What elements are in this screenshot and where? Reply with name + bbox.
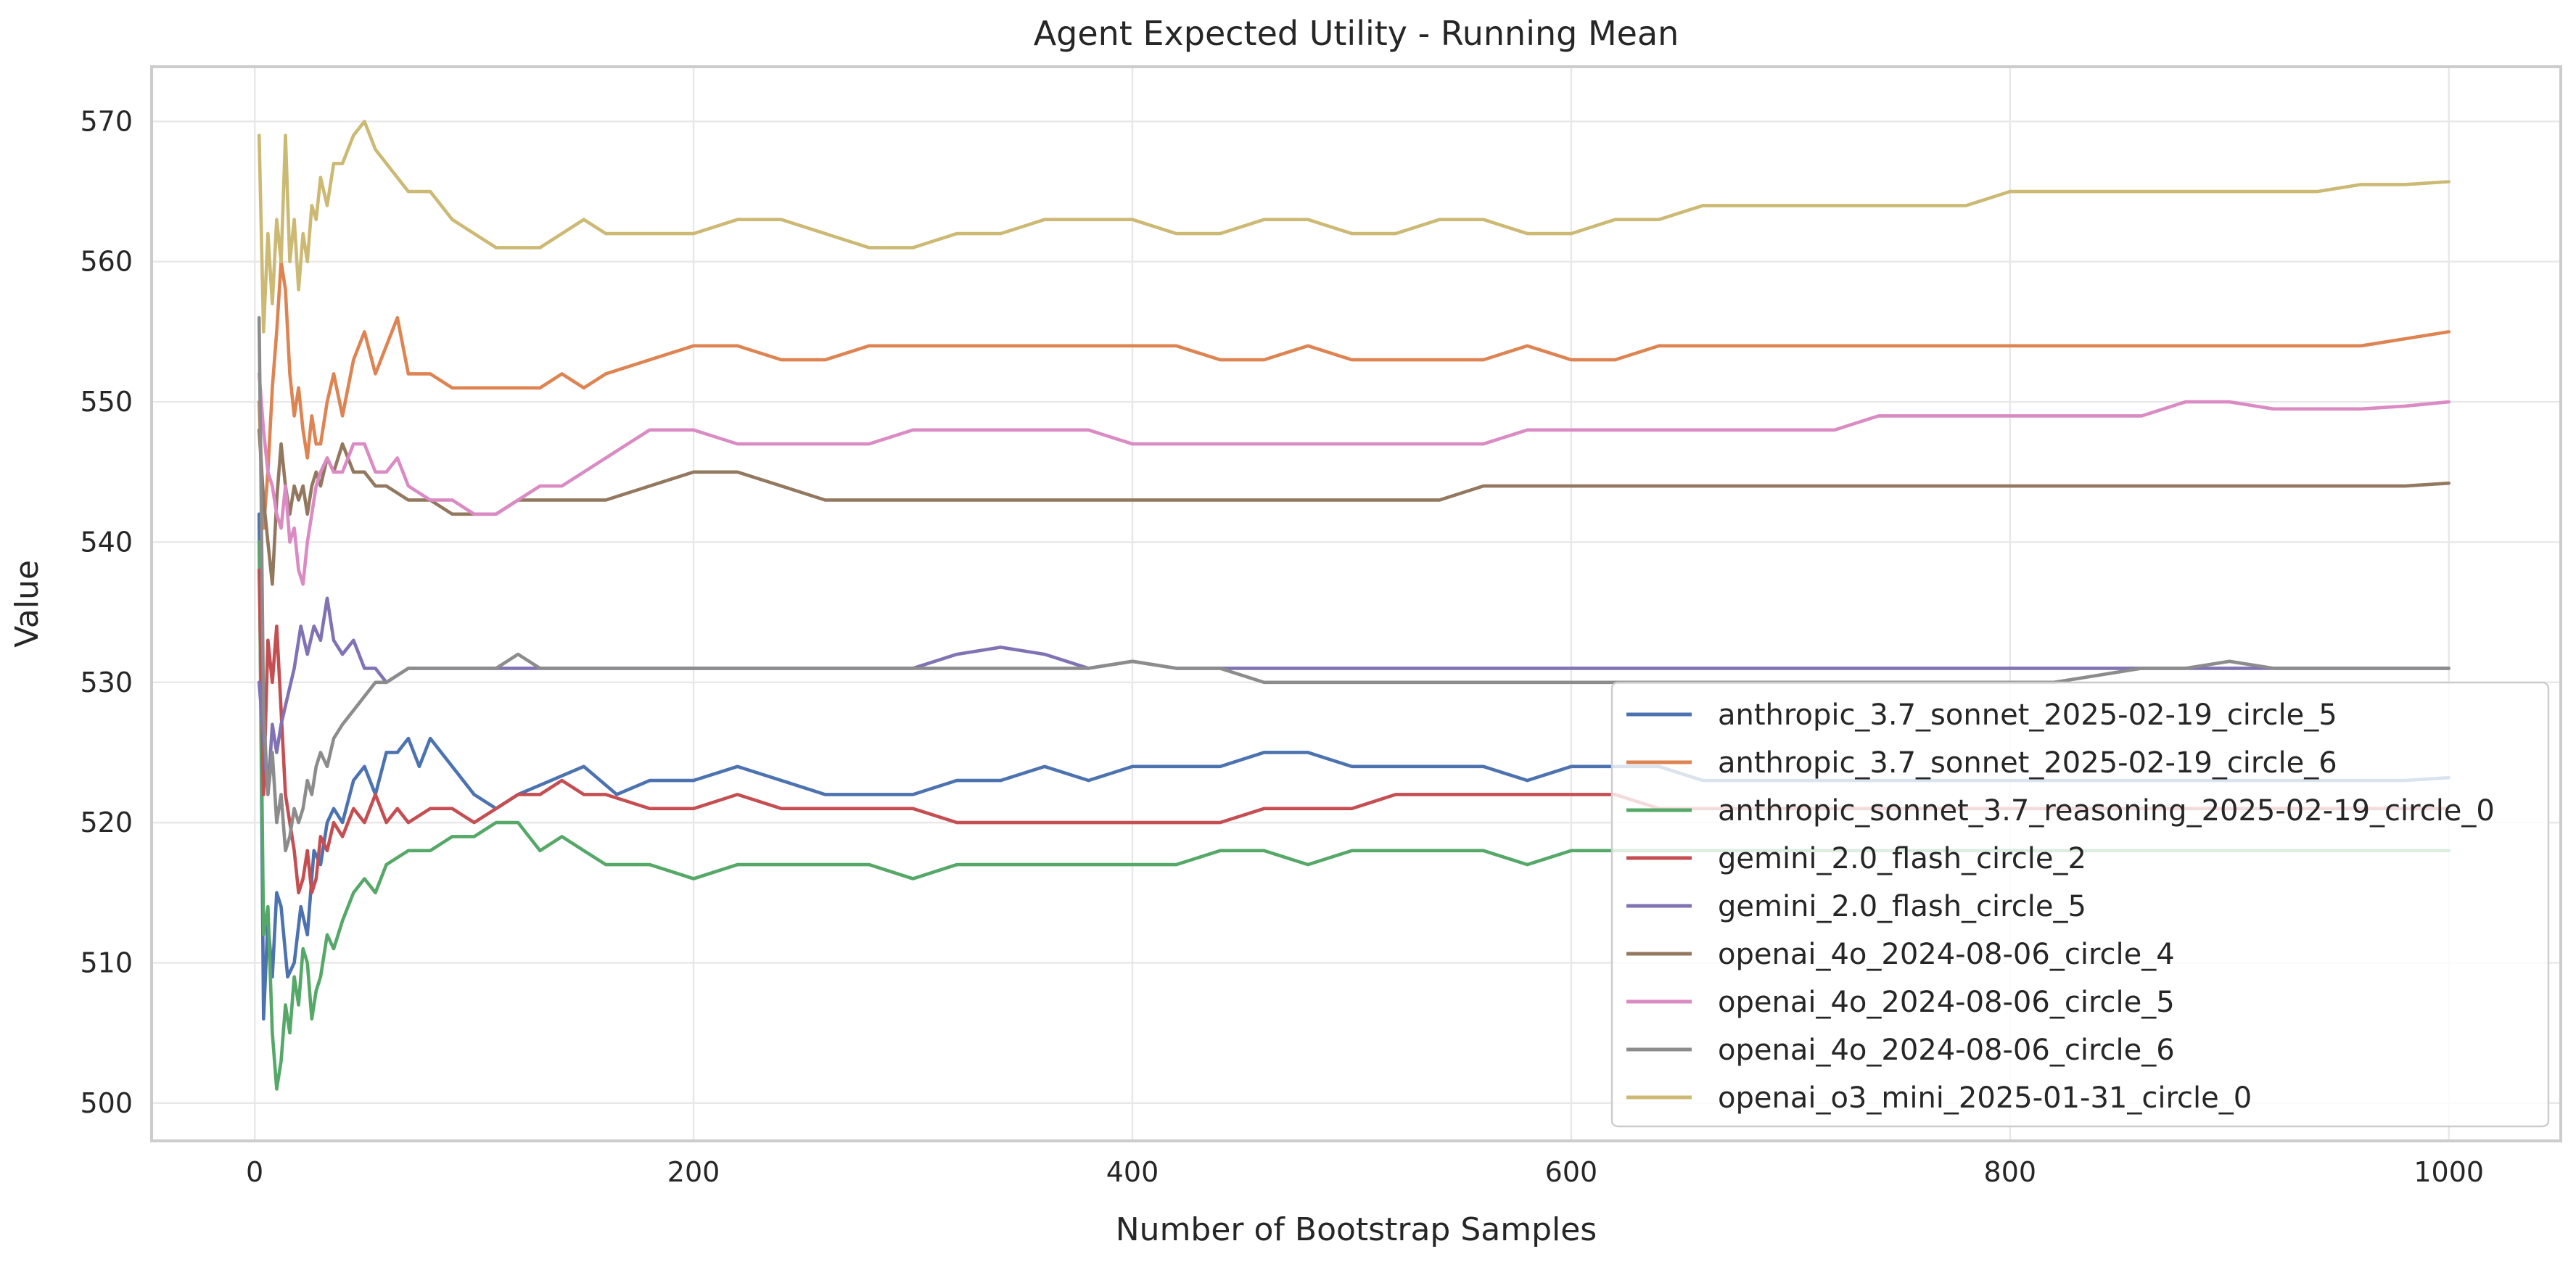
legend-entry: openai_4o_2024-08-06_circle_6: [1626, 1034, 2175, 1067]
legend-entry: anthropic_3.7_sonnet_2025-02-19_circle_5: [1626, 698, 2337, 732]
x-tick-label: 400: [1106, 1156, 1159, 1188]
x-tick-label: 1000: [2414, 1156, 2484, 1188]
tick-labels: 0 200 400 600 800 1000 500 510 520 530 540 550 560 57…: [80, 105, 2484, 1188]
y-tick-label: 510: [80, 947, 133, 978]
legend: anthropic_3.7_sonnet_2025-02-19_circle_5…: [1610, 681, 2550, 1128]
y-axis-title: Value: [9, 560, 46, 648]
legend-entry: openai_4o_2024-08-06_circle_5: [1626, 986, 2175, 1019]
legend-entry: gemini_2.0_flash_circle_5: [1626, 890, 2086, 923]
chart-title: Agent Expected Utility - Running Mean: [1034, 14, 1679, 53]
y-tick-label: 500: [80, 1087, 133, 1119]
plot-frame: [150, 65, 2562, 1142]
legend-entry: anthropic_sonnet_3.7_reasoning_2025-02-1…: [1626, 794, 2495, 828]
legend-entry: gemini_2.0_flash_circle_2: [1626, 842, 2086, 875]
y-tick-label: 560: [80, 246, 133, 278]
x-tick-label: 800: [1984, 1156, 2037, 1188]
x-tick-label: 600: [1545, 1156, 1598, 1188]
y-tick-label: 520: [80, 807, 133, 838]
legend-items: anthropic_3.7_sonnet_2025-02-19_circle_5…: [1626, 698, 2495, 1115]
legend-label: openai_4o_2024-08-06_circle_6: [1718, 1034, 2175, 1067]
legend-label: gemini_2.0_flash_circle_5: [1718, 890, 2086, 923]
legend-entry: openai_4o_2024-08-06_circle_4: [1626, 938, 2175, 971]
y-tick-label: 550: [80, 386, 133, 418]
legend-label: openai_4o_2024-08-06_circle_5: [1718, 986, 2175, 1019]
legend-label: openai_4o_2024-08-06_circle_4: [1718, 938, 2175, 971]
legend-entry: openai_o3_mini_2025-01-31_circle_0: [1626, 1081, 2252, 1115]
legend-box: [1610, 681, 2550, 1128]
x-tick-label: 0: [246, 1156, 263, 1188]
legend-label: anthropic_sonnet_3.7_reasoning_2025-02-1…: [1718, 794, 2495, 828]
series-line: [257, 260, 2451, 530]
series-line: [257, 372, 2451, 586]
legend-entry: anthropic_3.7_sonnet_2025-02-19_circle_6: [1626, 746, 2337, 780]
legend-label: anthropic_3.7_sonnet_2025-02-19_circle_6: [1718, 746, 2337, 780]
series-line: [257, 596, 2451, 796]
y-tick-label: 540: [80, 526, 133, 558]
x-tick-label: 200: [667, 1156, 720, 1188]
legend-label: gemini_2.0_flash_circle_2: [1718, 842, 2086, 875]
x-axis-title: Number of Bootstrap Samples: [1116, 1211, 1597, 1248]
legend-label: anthropic_3.7_sonnet_2025-02-19_circle_5: [1718, 698, 2337, 732]
series-line: [257, 428, 2451, 586]
series-line: [257, 120, 2451, 334]
y-tick-label: 570: [80, 105, 133, 137]
y-tick-label: 530: [80, 667, 133, 698]
legend-label: openai_o3_mini_2025-01-31_circle_0: [1718, 1081, 2252, 1115]
